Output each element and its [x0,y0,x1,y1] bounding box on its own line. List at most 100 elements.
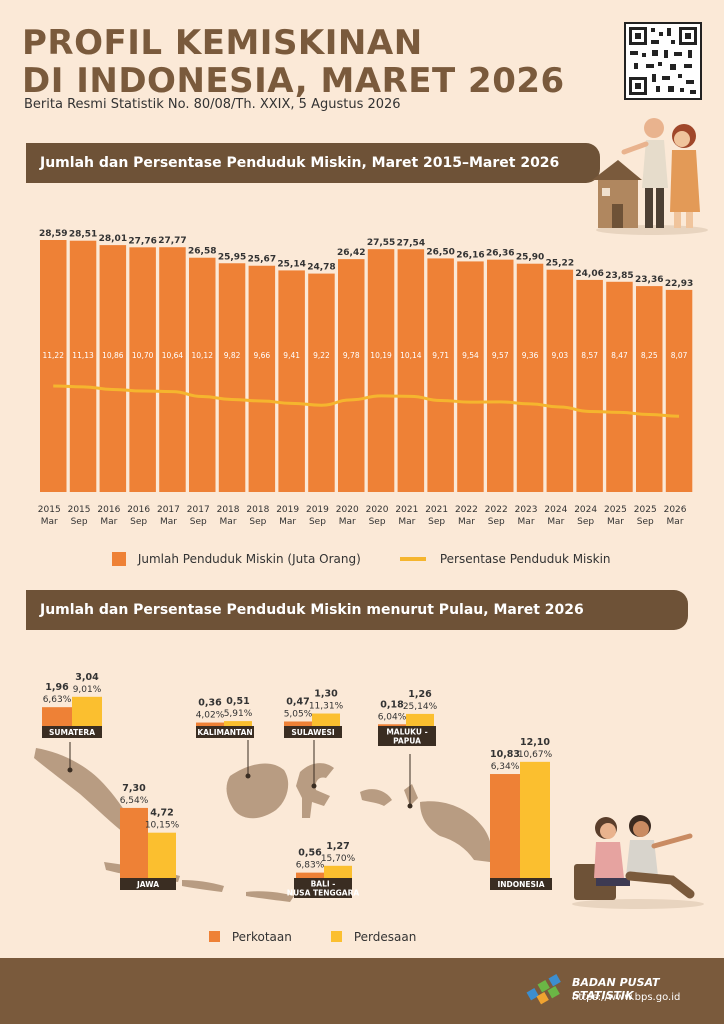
pct-urban-sulawesi: 5,05% [284,709,313,719]
leader-dot-kalimantan [245,773,251,779]
x-tick-period-10: Mar [339,517,356,527]
bar-urban-sumatera [42,707,72,726]
x-tick-period-1: Sep [71,517,88,527]
x-tick-year-18: 2024 [574,505,597,515]
value-rural-bali-nusa-tenggara: 1,27 [326,841,349,852]
value-urban-maluku-papua: 0,18 [380,699,404,710]
value-rural-sulawesi: 1,30 [314,689,338,700]
percent-label-13: 9,71 [432,351,449,360]
bar-label-1: 28,51 [69,230,97,240]
x-tick-year-14: 2022 [455,505,478,515]
island-group-indonesia: 10,83 6,34% 12,10 10,67% INDONESIA [490,737,553,890]
bar-rural-bali-nusa-tenggara [324,865,352,878]
bar-label-21: 22,93 [665,279,693,289]
legend-swatch-count [112,551,126,566]
indonesia-map [34,748,492,902]
island-label-kalimantan: KALIMANTAN [197,728,252,737]
bar-count-7 [248,265,276,492]
percent-label-21: 8,07 [671,351,688,360]
x-tick-period-14: Mar [458,517,475,527]
x-tick-year-20: 2025 [634,505,657,515]
island-label-bg-sulawesi [284,726,342,738]
bar-label-5: 26,58 [188,247,216,257]
percent-label-6: 9,82 [224,351,241,360]
legend-item-rural: Perdesaan [331,929,416,944]
bar-label-8: 25,14 [277,259,305,269]
bar-label-4: 27,77 [158,236,186,246]
bar-count-5 [189,257,216,492]
value-urban-indonesia: 10,83 [490,749,520,760]
footer-url[interactable]: https://www.bps.go.id [572,992,681,1003]
x-tick-period-4: Mar [160,517,177,527]
bar-urban-jawa [120,807,148,878]
x-tick-period-3: Sep [130,517,147,527]
x-tick-period-20: Sep [637,517,654,527]
percent-line [53,384,680,418]
island-group-sulawesi: 0,47 5,05%1,30 11,31% SULAWESI [284,689,344,789]
bar-label-19: 23,85 [605,271,633,281]
x-tick-year-17: 2024 [544,505,567,515]
x-tick-year-2: 2016 [97,505,120,515]
bps-logo-icon[interactable] [524,972,564,1008]
bar-label-16: 25,90 [516,253,544,263]
bar-count-20 [636,286,663,492]
x-tick-period-17: Mar [547,517,564,527]
pct-urban-bali-nusa-tenggara: 6,83% [296,861,325,871]
legend-swatch-urban [209,931,220,942]
bar-urban-sulawesi [284,721,312,726]
bar-count-4 [159,247,186,492]
percent-label-11: 10,19 [370,351,392,360]
percent-label-2: 10,86 [102,351,124,360]
legend-swatch-rural [331,931,342,942]
percent-label-10: 9,78 [343,351,360,360]
page-title: PROFIL KEMISKINAN DI INDONESIA, MARET 20… [22,24,565,100]
value-rural-indonesia: 12,10 [520,737,550,748]
percent-label-0: 11,22 [43,351,65,360]
island-label-maluku-papua-b: PAPUA [393,737,421,746]
bar-label-20: 23,36 [635,275,663,285]
island-label-bali-nusa-tenggara-b: NUSA TENGGARA [287,889,360,898]
bar-urban-kalimantan [196,722,224,726]
bar-urban-indonesia [490,774,520,878]
island-label-bali-nusa-tenggara-a: BALI - [311,880,336,889]
bar-label-0: 28,59 [39,229,67,239]
x-tick-period-8: Mar [279,517,296,527]
qr-code[interactable] [624,22,702,100]
island-label-bg-sumatera [42,726,102,738]
pct-rural-indonesia: 10,67% [518,750,553,760]
bar-label-18: 24,06 [575,269,603,279]
x-tick-year-15: 2022 [485,505,508,515]
percent-label-20: 8,25 [641,351,658,360]
bar-label-12: 27,54 [397,238,425,248]
section-title-trend: Jumlah dan Persentase Penduduk Miskin, M… [40,155,560,171]
island-label-bg-indonesia [490,878,552,890]
bar-rural-indonesia [520,761,550,878]
island-label-bg-bali-nusa-tenggara [294,878,352,898]
title-line-2: DI INDONESIA, MARET 2026 [22,61,565,101]
section-header-island: Jumlah dan Persentase Penduduk Miskin me… [26,590,688,630]
x-tick-year-9: 2019 [306,505,329,515]
x-tick-period-21: Mar [667,517,684,527]
leader-dot-sulawesi [311,783,317,789]
poverty-trend-svg: 28,59 11,22 2015 Mar 28,51 11,13 2015 Sep 28,01 1… [38,229,693,527]
island-bar-groups: 1,96 6,63% 3,04 9,01% SUMATERA 7,30 6,54%4,72 1… [42,672,553,898]
title-line-1: PROFIL KEMISKINAN [22,23,423,63]
x-tick-year-13: 2021 [425,505,448,515]
x-tick-period-11: Sep [369,517,386,527]
x-tick-period-5: Sep [190,517,207,527]
pct-rural-sulawesi: 11,31% [309,702,344,712]
legend-item-percent: Persentase Penduduk Miskin [400,551,611,566]
bar-count-11 [367,249,395,492]
x-tick-year-6: 2018 [217,505,240,515]
percent-label-16: 9,36 [522,351,539,360]
bar-count-15 [487,259,514,492]
x-tick-period-9: Sep [309,517,326,527]
legend-label-urban: Perkotaan [231,929,292,944]
percent-label-5: 10,12 [192,351,214,360]
pct-rural-sumatera: 9,01% [73,685,102,695]
legend-item-urban: Perkotaan [209,929,292,944]
x-tick-year-1: 2015 [68,505,91,515]
value-urban-sumatera: 1,96 [45,682,69,693]
island-label-bg-maluku-papua [378,726,436,746]
x-tick-year-0: 2015 [38,505,61,515]
